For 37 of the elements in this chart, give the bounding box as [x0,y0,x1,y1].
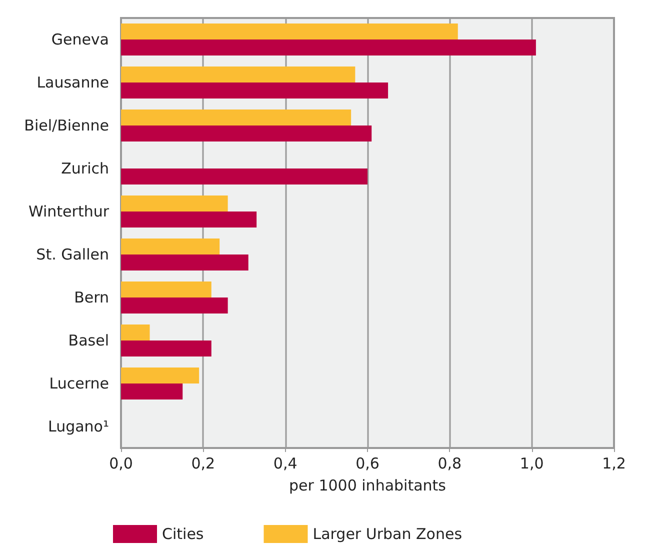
y-tick-label: Lausanne [36,74,109,92]
bar [121,196,228,212]
bar [121,126,372,142]
bar [121,66,356,82]
x-tick-label: 1,0 [520,454,544,472]
y-tick-label: Lucerne [49,374,109,392]
x-tick-label: 1,2 [602,454,626,472]
legend-label: Larger Urban Zones [312,525,462,543]
bar [121,340,212,356]
y-tick-label: Geneva [51,30,109,48]
bar [121,40,536,56]
y-tick-label: Winterthur [28,202,110,220]
bar [121,110,352,126]
y-tick-label: Lugano¹ [48,418,109,436]
bar [121,384,183,400]
bar [121,254,248,270]
bar [121,212,257,228]
bar [121,168,368,184]
bar [121,282,212,298]
x-tick-label: 0,6 [356,454,380,472]
x-axis-title: per 1000 inhabitants [289,476,446,494]
bar [121,238,220,254]
y-tick-label: Biel/Bienne [24,116,109,134]
bar [121,82,388,98]
y-tick-label: Basel [68,332,109,350]
x-tick-label: 0,8 [438,454,462,472]
bar [121,368,200,384]
x-tick-label: 0,4 [273,454,298,472]
x-tick-label: 0,0 [109,454,133,472]
y-tick-label: St. Gallen [36,246,109,264]
bar [121,324,150,340]
y-tick-label: Bern [74,288,109,306]
legend-label: Cities [162,525,204,543]
x-tick-label: 0,2 [191,454,216,472]
bar [121,24,458,40]
y-tick-label: Zurich [61,160,109,178]
bar [121,298,228,314]
